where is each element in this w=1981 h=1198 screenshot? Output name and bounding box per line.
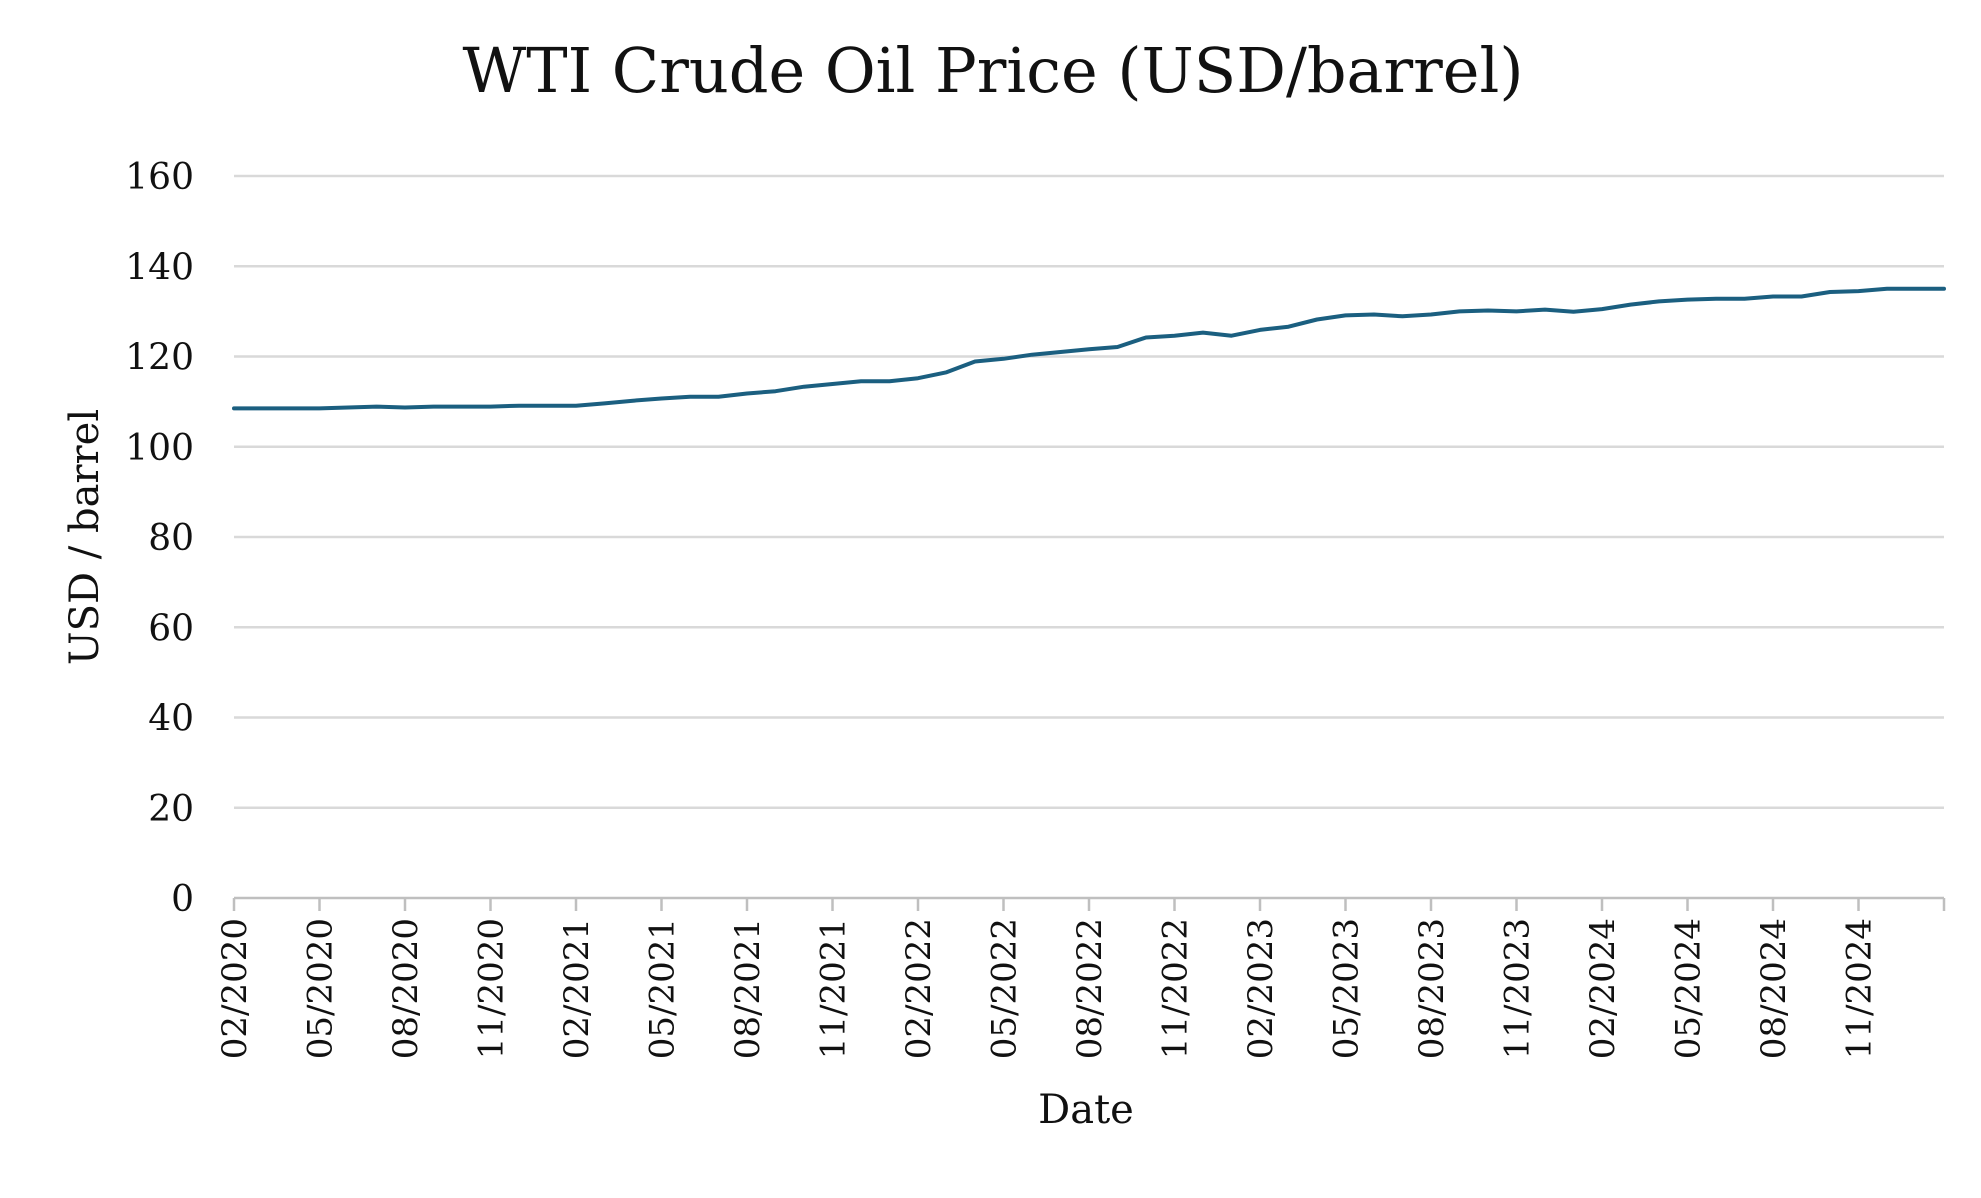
x-tick-label: 02/2024 xyxy=(1583,918,1623,1059)
y-tick-label: 80 xyxy=(148,518,194,559)
x-tick-label: 08/2020 xyxy=(386,918,426,1059)
x-tick-label: 08/2023 xyxy=(1412,918,1452,1059)
x-tick-label: 08/2024 xyxy=(1754,918,1794,1059)
x-tick-labels: 02/2020 05/2020 08/2020 11/2020 02/2021 05/20… xyxy=(215,918,1880,1059)
y-tick-label: 160 xyxy=(125,157,194,198)
x-tick-label: 11/2024 xyxy=(1840,918,1880,1059)
y-tick-label: 60 xyxy=(148,608,194,649)
y-axis-label: USD / barrel xyxy=(62,409,108,665)
y-tick-label: 140 xyxy=(125,247,194,288)
x-tick-label: 11/2023 xyxy=(1498,918,1538,1059)
y-tick-labels: 0 20 40 60 80 100 120 140 160 xyxy=(125,157,194,920)
x-tick-label: 02/2022 xyxy=(899,918,939,1059)
x-tick-label: 02/2021 xyxy=(557,918,597,1059)
x-tick-label: 11/2021 xyxy=(814,918,854,1059)
x-tick-label: 08/2021 xyxy=(728,918,768,1059)
gridlines xyxy=(234,174,1944,809)
y-tick-label: 120 xyxy=(125,338,194,379)
x-axis-label: Date xyxy=(1038,1087,1134,1133)
x-tick-label: 11/2020 xyxy=(472,918,512,1059)
x-tick-label: 05/2024 xyxy=(1669,918,1709,1059)
series-line xyxy=(232,286,1946,411)
y-tick-label: 40 xyxy=(148,699,194,740)
x-tick-label: 08/2022 xyxy=(1070,918,1110,1059)
x-tick-label: 02/2020 xyxy=(215,918,255,1059)
x-tick-label: 05/2020 xyxy=(301,918,341,1059)
x-tick-label: 05/2021 xyxy=(643,918,683,1059)
chart-title: WTI Crude Oil Price (USD/barrel) xyxy=(462,34,1523,107)
y-tick-label: 0 xyxy=(171,879,194,920)
x-tick-label: 11/2022 xyxy=(1156,918,1196,1059)
series-layer xyxy=(232,286,1946,411)
x-tick-label: 05/2022 xyxy=(985,918,1025,1059)
y-tick-label: 100 xyxy=(125,428,194,469)
axes xyxy=(232,896,1946,911)
x-tick-label: 05/2023 xyxy=(1327,918,1367,1059)
x-tick-label: 02/2023 xyxy=(1241,918,1281,1059)
y-tick-label: 20 xyxy=(148,789,194,830)
